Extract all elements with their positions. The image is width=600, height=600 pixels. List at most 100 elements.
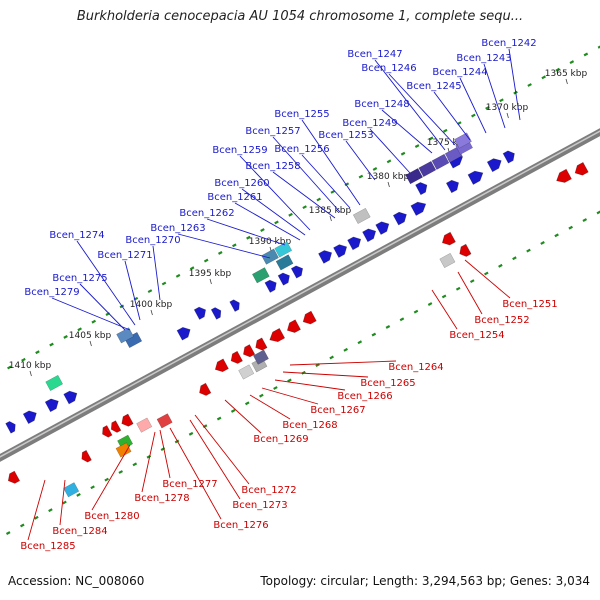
kbp-label: 1385 kbp — [309, 206, 352, 216]
tick-track-inner — [76, 492, 81, 497]
tick-track-inner — [399, 317, 405, 322]
tick-track-inner — [441, 294, 447, 299]
forward-gene-leader — [345, 140, 376, 181]
reverse-gene-box — [63, 482, 80, 498]
forward-gene-arrow — [486, 158, 502, 173]
reverse-gene-label: Bcen_1265 — [360, 378, 415, 389]
kbp-tick — [387, 181, 390, 188]
reverse-gene-arrow — [110, 420, 122, 433]
forward-gene-arrow — [277, 272, 290, 286]
tick-track-outer — [246, 235, 251, 240]
reverse-gene-label: Bcen_1266 — [337, 391, 392, 402]
forward-gene-arrow — [362, 228, 377, 243]
kbp-label: 1375 kbp — [427, 138, 470, 148]
forward-gene-leader — [381, 109, 433, 154]
reverse-gene-label: Bcen_1280 — [84, 511, 139, 522]
forward-gene-label: Bcen_1260 — [214, 178, 269, 189]
reverse-gene-box — [439, 252, 456, 269]
kbp-tick — [565, 78, 568, 85]
tick-track-inner — [582, 218, 588, 222]
tick-track-inner — [216, 416, 222, 421]
kbp-label: 1410 kbp — [9, 361, 52, 371]
tick-track-outer — [232, 243, 237, 248]
reverse-gene-label: Bcen_1285 — [20, 541, 75, 552]
tick-track-outer — [77, 327, 82, 332]
map-title: Burkholderia cenocepacia AU 1054 chromos… — [76, 9, 524, 24]
forward-gene-label: Bcen_1246 — [361, 63, 416, 74]
kbp-label: 1365 kbp — [545, 69, 588, 79]
tick-track-inner — [385, 325, 391, 329]
forward-gene-leader — [459, 77, 487, 134]
tick-track-outer — [260, 228, 265, 232]
tick-track-outer — [555, 67, 561, 72]
forward-gene-arrow — [467, 170, 484, 185]
tick-track-outer — [583, 52, 589, 57]
tick-track-inner — [455, 286, 461, 291]
tick-track-outer — [274, 220, 279, 225]
forward-gene-arrow — [264, 279, 277, 293]
reverse-gene-box — [252, 349, 269, 365]
tick-track-outer — [541, 75, 546, 80]
tick-track-inner — [512, 256, 517, 261]
reverse-gene-leader — [282, 371, 369, 378]
tick-track-inner — [498, 263, 503, 268]
reverse-gene-leader — [27, 479, 46, 541]
kbp-label: 1395 kbp — [189, 269, 232, 279]
tick-track-inner — [343, 347, 348, 352]
reverse-gene-label: Bcen_1273 — [232, 500, 287, 511]
reverse-gene-label: Bcen_1269 — [253, 434, 308, 445]
tick-track-outer — [471, 113, 476, 118]
reverse-gene-arrow — [199, 382, 212, 396]
reverse-gene-arrow — [556, 168, 572, 183]
forward-gene-label: Bcen_1256 — [274, 144, 329, 155]
kbp-tick — [506, 112, 509, 119]
forward-gene-label: Bcen_1255 — [274, 109, 329, 120]
forward-gene-arrow — [44, 398, 59, 413]
reverse-gene-arrow — [441, 231, 456, 246]
tick-track-inner — [174, 439, 180, 444]
reverse-gene-leader — [141, 431, 156, 493]
reverse-gene-label: Bcen_1284 — [52, 526, 107, 537]
reverse-gene-leader — [91, 444, 131, 511]
forward-gene-arrow — [290, 265, 304, 279]
reverse-gene-leader — [159, 429, 171, 479]
reverse-gene-arrow — [121, 413, 134, 427]
backbone-highlight — [0, 130, 600, 458]
forward-gene-label: Bcen_1271 — [97, 250, 152, 261]
forward-gene-arrow — [502, 150, 515, 164]
reverse-gene-arrow — [255, 337, 268, 351]
tick-track-inner — [90, 485, 95, 490]
forward-gene-arrow — [210, 307, 222, 320]
tick-track-outer — [400, 151, 406, 156]
reverse-gene-leader — [224, 399, 262, 434]
forward-gene-leader — [79, 283, 126, 331]
forward-gene-label: Bcen_1248 — [354, 99, 409, 110]
reverse-gene-label: Bcen_1268 — [282, 420, 337, 431]
tick-track-outer — [499, 98, 504, 103]
forward-gene-arrow — [445, 179, 459, 194]
reverse-gene-leader — [457, 271, 483, 315]
tick-track-outer — [330, 189, 336, 194]
tick-track-inner — [287, 378, 292, 383]
forward-gene-arrow — [229, 299, 240, 312]
forward-gene-label: Bcen_1262 — [179, 208, 234, 219]
reverse-gene-leader — [194, 414, 250, 485]
forward-gene-leader — [374, 59, 446, 151]
reverse-gene-leader — [289, 360, 397, 366]
reverse-gene-box — [136, 417, 153, 433]
reverse-gene-box — [115, 442, 132, 458]
forward-gene-label: Bcen_1263 — [150, 223, 205, 234]
tick-track-inner — [259, 393, 264, 398]
forward-gene-box — [352, 207, 371, 225]
reverse-gene-box — [238, 364, 255, 380]
tick-track-outer — [344, 182, 350, 187]
reverse-gene-leader — [189, 419, 241, 500]
reverse-gene-leader — [464, 259, 511, 299]
reverse-gene-label: Bcen_1278 — [134, 493, 189, 504]
forward-gene-leader — [483, 63, 506, 129]
tick-track-inner — [568, 225, 573, 230]
forward-gene-label: Bcen_1261 — [207, 192, 262, 203]
tick-track-outer — [442, 128, 448, 133]
tick-track-inner — [329, 355, 334, 360]
reverse-gene-arrow — [243, 344, 256, 358]
